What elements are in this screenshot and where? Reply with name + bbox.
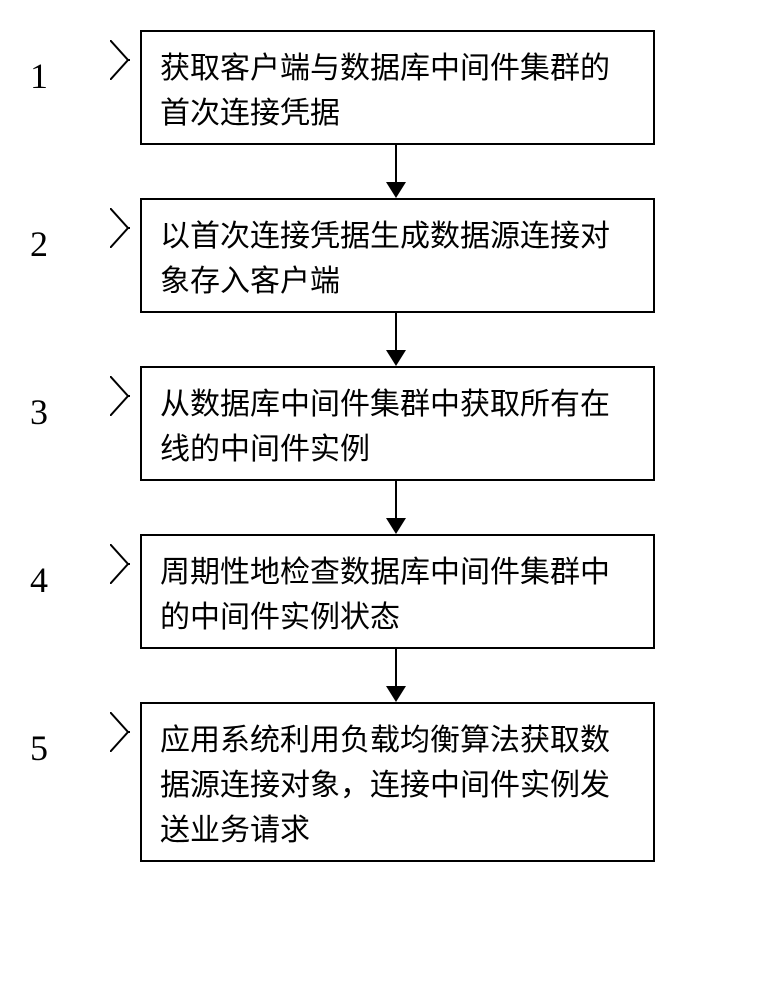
step-box-2: 以首次连接凭据生成数据源连接对象存入客户端 <box>140 198 655 313</box>
step-stud-2 <box>110 208 130 248</box>
arrow-2-3 <box>395 313 397 350</box>
arrow-head-3-4 <box>386 518 406 534</box>
step-stud-5 <box>110 712 130 752</box>
step-number-3: 3 <box>30 391 48 433</box>
step-stud-1 <box>110 40 130 80</box>
step-number-4: 4 <box>30 559 48 601</box>
step-stud-4 <box>110 544 130 584</box>
arrow-1-2 <box>395 145 397 182</box>
arrow-3-4 <box>395 481 397 518</box>
step-box-1: 获取客户端与数据库中间件集群的首次连接凭据 <box>140 30 655 145</box>
arrow-head-4-5 <box>386 686 406 702</box>
step-number-1: 1 <box>30 55 48 97</box>
step-box-3: 从数据库中间件集群中获取所有在线的中间件实例 <box>140 366 655 481</box>
step-number-5: 5 <box>30 727 48 769</box>
step-box-4: 周期性地检查数据库中间件集群中的中间件实例状态 <box>140 534 655 649</box>
step-stud-3 <box>110 376 130 416</box>
step-number-2: 2 <box>30 223 48 265</box>
flowchart-container: 1 获取客户端与数据库中间件集群的首次连接凭据 2 以首次连接凭据生成数据源连接… <box>0 0 768 1000</box>
arrow-head-1-2 <box>386 182 406 198</box>
arrow-head-2-3 <box>386 350 406 366</box>
step-box-5: 应用系统利用负载均衡算法获取数据源连接对象，连接中间件实例发送业务请求 <box>140 702 655 862</box>
arrow-4-5 <box>395 649 397 686</box>
